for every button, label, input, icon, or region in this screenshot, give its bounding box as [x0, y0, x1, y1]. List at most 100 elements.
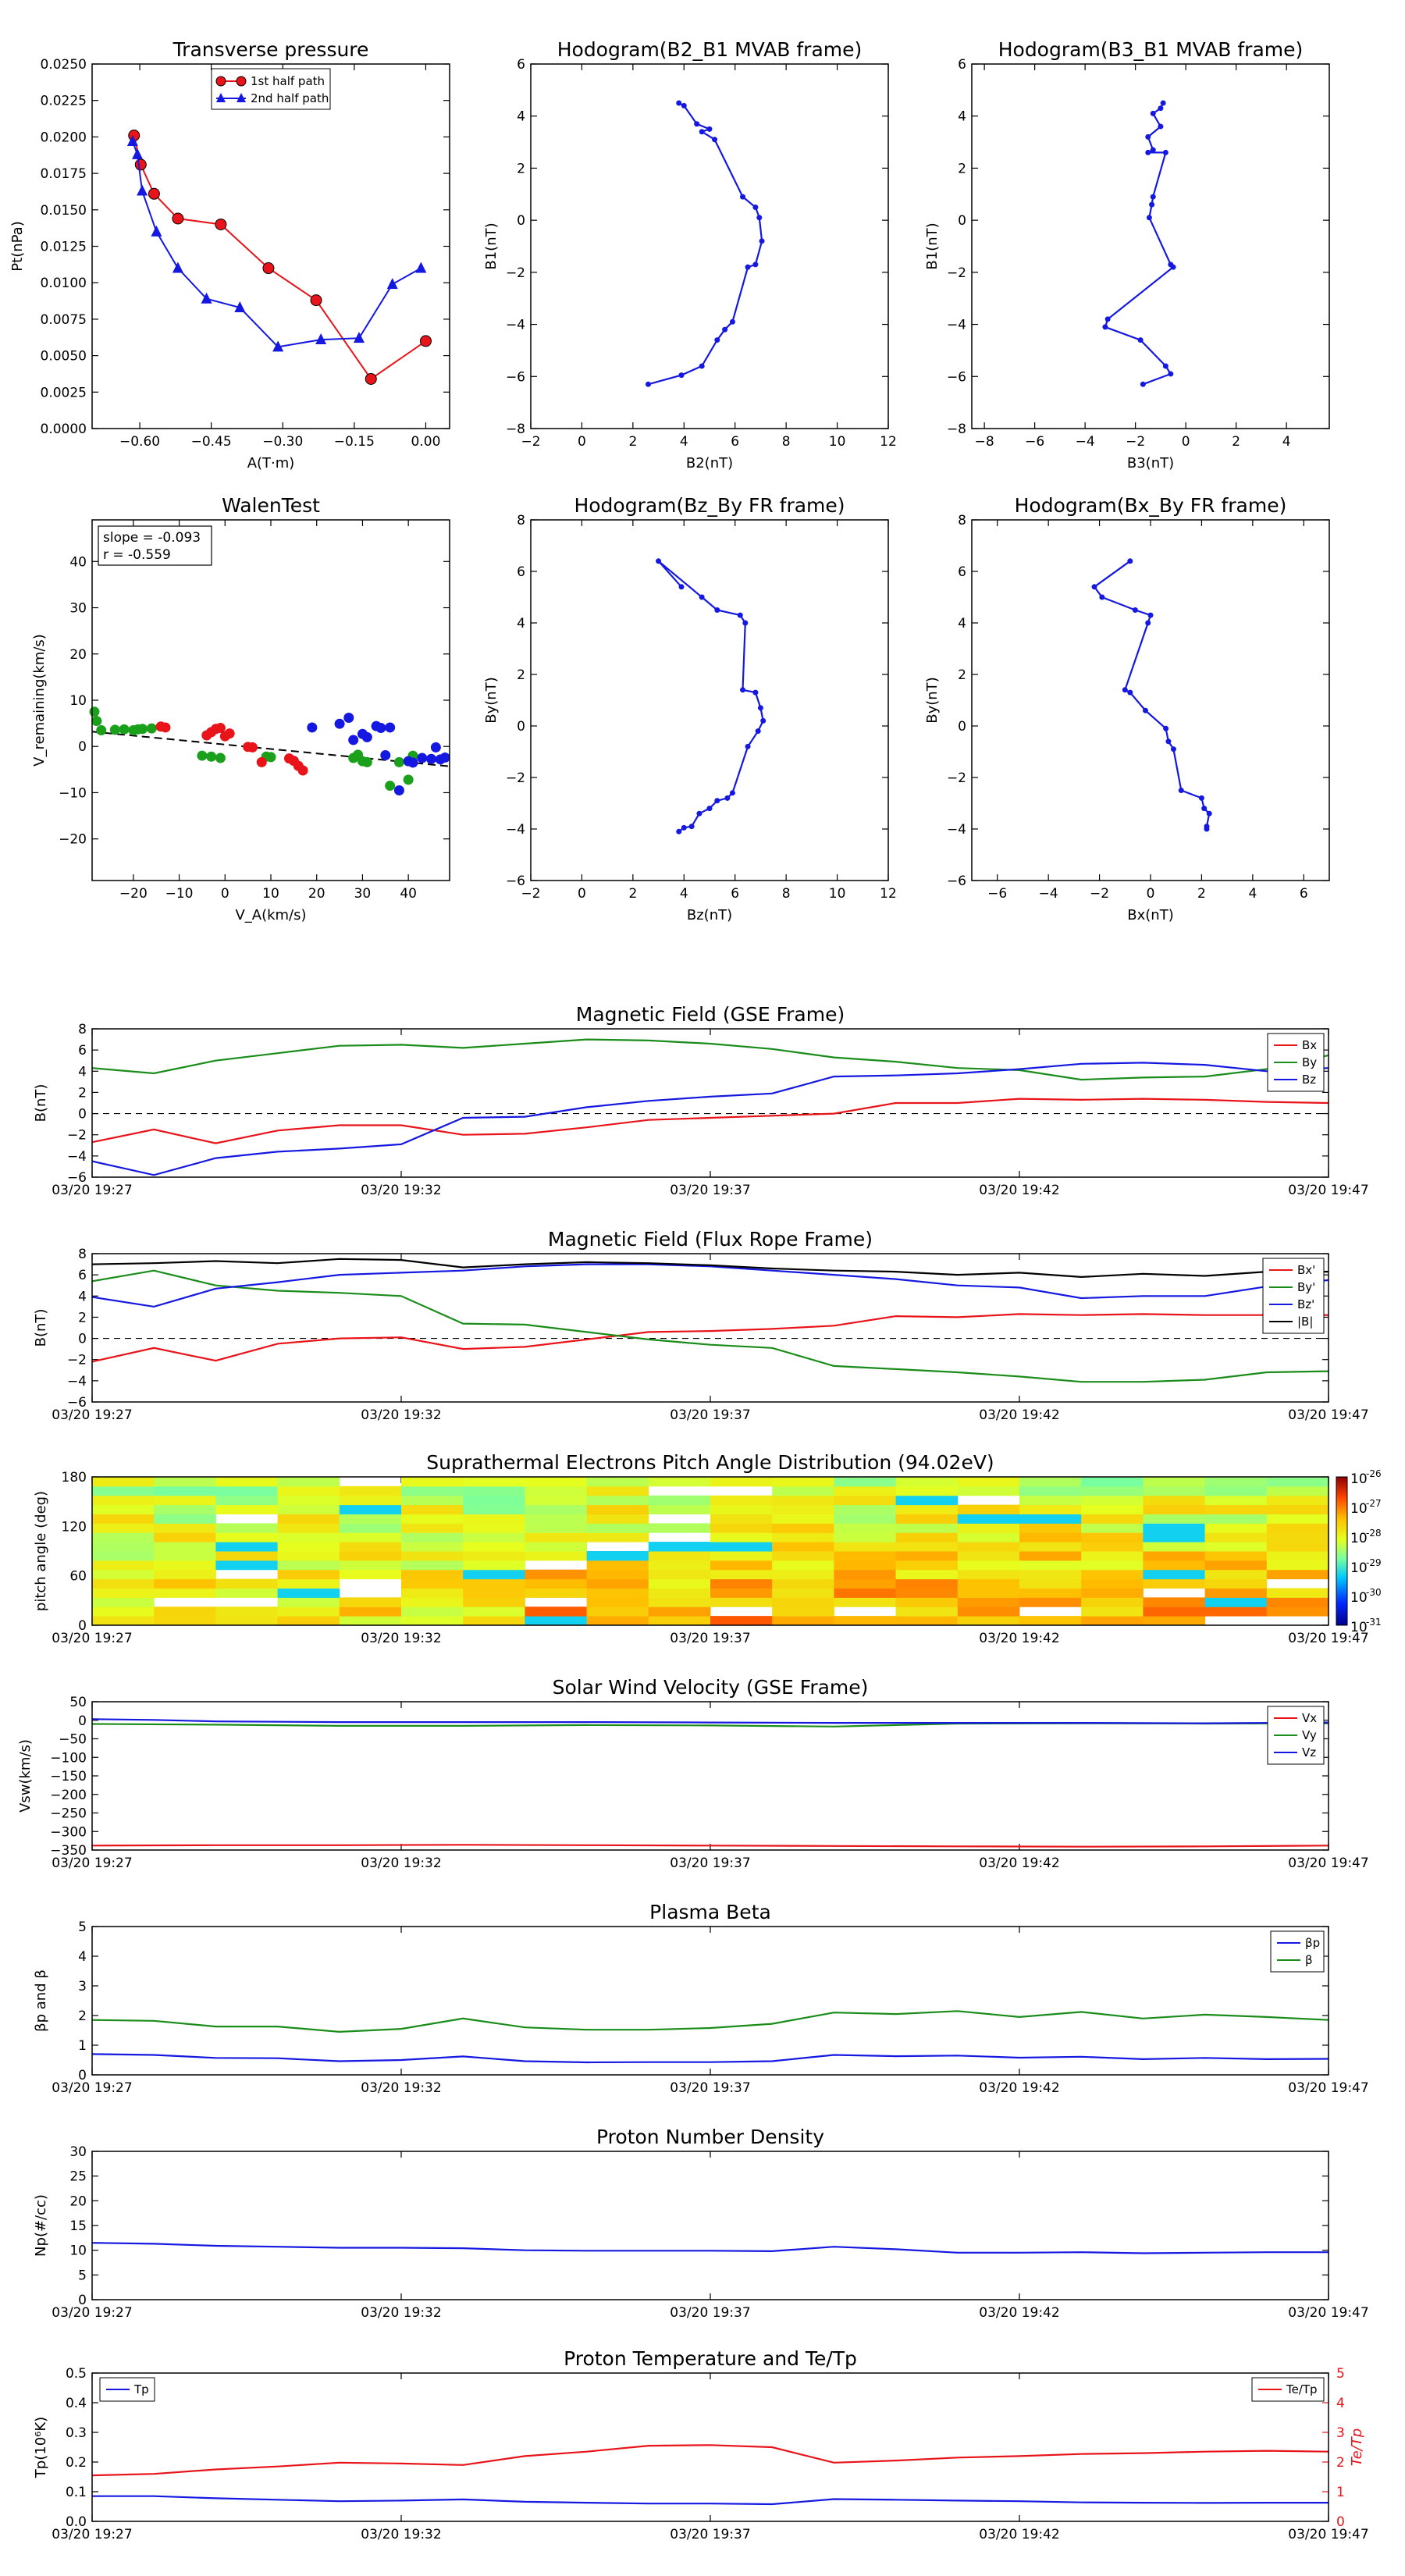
heatmap-cell: [525, 1477, 588, 1487]
data-point: [343, 713, 354, 724]
heatmap-cell: [895, 1532, 959, 1542]
heatmap-cell: [1081, 1477, 1144, 1487]
x-tick-label: −0.60: [119, 434, 160, 450]
x-tick-label: 0: [1147, 886, 1155, 902]
y-tick-label: 6: [517, 57, 525, 73]
y-tick-label: 6: [78, 1043, 87, 1059]
heatmap-cell: [957, 1485, 1020, 1496]
heatmap-cell: [1143, 1551, 1206, 1561]
heatmap-cell: [648, 1542, 711, 1552]
data-point: [419, 335, 432, 347]
plot-frame: [91, 1476, 1329, 1626]
y-tick-label: 0.0225: [41, 94, 87, 109]
heatmap-cell: [648, 1504, 711, 1514]
heatmap-cell: [154, 1578, 216, 1589]
x-tick-label: 03/20 19:27: [52, 2527, 132, 2542]
y-axis-label: By(nT): [483, 677, 500, 723]
heatmap-cell: [1081, 1606, 1144, 1617]
x-tick-label: −2: [521, 886, 540, 902]
data-point: [1162, 363, 1168, 369]
y-tick-label: −4: [67, 1149, 87, 1165]
heatmap-cell: [463, 1551, 525, 1561]
heatmap-cell: [710, 1597, 773, 1607]
data-point: [740, 194, 746, 200]
heatmap-cell: [957, 1551, 1020, 1561]
y-tick-label: −20: [59, 832, 87, 848]
heatmap-cell: [834, 1616, 897, 1626]
x-tick-label: 03/20 19:47: [1288, 1631, 1368, 1646]
heatmap-cell: [1143, 1542, 1206, 1552]
heatmap-cell: [586, 1606, 649, 1617]
heatmap-cell: [710, 1504, 773, 1514]
y-axis-label-right: Te/Tp: [1349, 2428, 1365, 2466]
data-point: [745, 743, 751, 749]
data-point: [645, 381, 651, 387]
y-tick-label-right: 5: [1336, 2366, 1345, 2382]
data-point: [1132, 607, 1138, 613]
x-tick-label: 8: [782, 886, 791, 902]
y-tick-label: −4: [947, 822, 966, 838]
heatmap-cell: [92, 1569, 155, 1580]
y-axis-label: Pt(nPa): [9, 221, 26, 271]
heatmap-cell: [1266, 1551, 1329, 1561]
heatmap-cell: [154, 1495, 216, 1506]
data-point: [393, 785, 404, 795]
heatmap-cell: [525, 1532, 588, 1542]
heatmap-cell: [463, 1477, 525, 1487]
x-tick-label: 20: [308, 886, 325, 902]
heatmap-cell: [1019, 1504, 1082, 1514]
y-tick-label: −2: [947, 265, 966, 281]
x-tick-label: 03/20 19:37: [670, 1183, 750, 1198]
data-point: [1204, 826, 1210, 832]
legend: Vx Vy Vz: [1267, 1706, 1325, 1765]
heatmap-cell: [401, 1606, 464, 1617]
y-axis-label: Tp(10⁶K): [33, 2417, 49, 2478]
chart-mag_fr: 03/20 19:27 03/20 19:32 03/20 19:37 03/20 1…: [33, 1228, 1369, 1423]
series-line: [91, 1062, 1329, 1176]
data-point: [714, 337, 720, 343]
heatmap-cell: [1266, 1588, 1329, 1598]
x-tick-label: 03/20 19:42: [979, 1856, 1059, 1871]
heatmap-cell: [710, 1514, 773, 1524]
y-tick-label: 4: [517, 616, 525, 632]
legend-label: Te/Tp: [1286, 2382, 1318, 2396]
series-line: [91, 1258, 1329, 1279]
data-point: [430, 742, 441, 753]
data-point: [365, 372, 377, 385]
y-tick-label: 0.0050: [41, 349, 87, 365]
y-tick-label: 0.0100: [41, 276, 87, 291]
x-tick-label: 03/20 19:37: [670, 2080, 750, 2096]
legend-marker: [237, 93, 246, 102]
chart-temperature: 03/20 19:27 03/20 19:32 03/20 19:37 03/20 1…: [33, 2347, 1369, 2542]
chart-hodogram_bx_by: −6 −4 −2 0 2 4 6 −6 −4 −2 0 2 4 6 8 Hodogram(Bx_By FR f…: [924, 494, 1330, 923]
legend: 1st half path 2nd half path: [211, 68, 331, 110]
heatmap-cell: [895, 1616, 959, 1626]
y-tick-label: 2: [78, 1310, 87, 1325]
heatmap-cell: [1204, 1569, 1268, 1580]
heatmap-cell: [1081, 1597, 1144, 1607]
data-point: [310, 294, 322, 307]
colorbar-label: 10: [1350, 1590, 1368, 1606]
y-axis-label: By(nT): [924, 677, 941, 723]
series-line: [131, 141, 422, 348]
y-axis-label: B(nT): [33, 1309, 49, 1347]
data-point: [714, 607, 720, 613]
heatmap-cell: [586, 1569, 649, 1580]
heatmap-cell: [339, 1485, 402, 1496]
x-tick-label: 03/20 19:47: [1288, 2527, 1368, 2542]
data-point: [676, 100, 682, 106]
data-point: [215, 723, 226, 734]
heatmap-cell: [586, 1477, 649, 1487]
y-tick-label: 0: [517, 213, 525, 229]
heatmap-cell: [1143, 1477, 1206, 1487]
plot-frame: [91, 2151, 1329, 2300]
heatmap-cell: [401, 1514, 464, 1524]
heatmap-cell: [648, 1606, 711, 1617]
heatmap-cell: [772, 1560, 834, 1571]
data-point: [1150, 147, 1156, 153]
heatmap-cell: [215, 1616, 279, 1626]
heatmap-cell: [648, 1569, 711, 1580]
x-tick-label: 03/20 19:27: [52, 1856, 132, 1871]
heatmap-cell: [215, 1560, 279, 1571]
